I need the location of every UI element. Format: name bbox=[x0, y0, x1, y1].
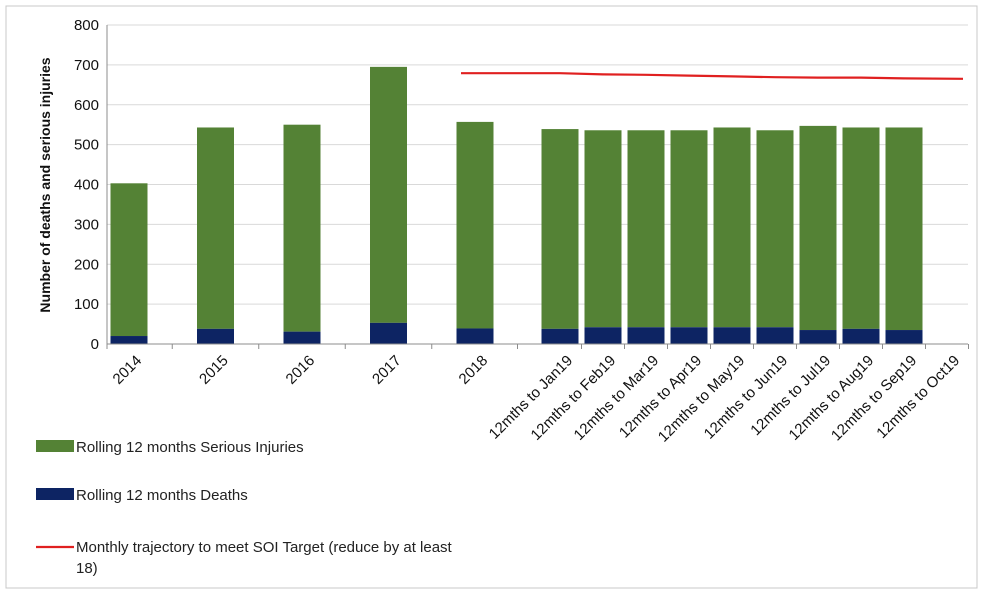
x-tick-label: 2018 bbox=[456, 352, 492, 388]
y-tick-label: 0 bbox=[91, 336, 99, 353]
bar-deaths bbox=[713, 327, 751, 344]
bar-deaths bbox=[283, 331, 321, 344]
bar-serious-injuries bbox=[197, 127, 234, 329]
y-tick-label: 700 bbox=[74, 57, 99, 74]
bar-deaths bbox=[370, 322, 407, 344]
y-tick-label: 500 bbox=[74, 137, 99, 154]
y-axis-label: Number of deaths and serious injuries bbox=[37, 57, 53, 312]
y-tick-label: 300 bbox=[74, 216, 99, 233]
x-tick-label: 2016 bbox=[283, 352, 319, 388]
y-tick-label: 400 bbox=[74, 177, 99, 194]
bar-serious-injuries bbox=[110, 183, 148, 337]
bars bbox=[110, 66, 923, 344]
bar-serious-injuries bbox=[756, 130, 794, 328]
legend-swatch bbox=[36, 440, 74, 452]
bar-serious-injuries bbox=[713, 127, 751, 328]
legend-label: Monthly trajectory to meet SOI Target (r… bbox=[76, 539, 453, 556]
bar-deaths bbox=[627, 327, 665, 344]
chart-border bbox=[5, 5, 978, 589]
trajectory-line bbox=[461, 72, 964, 80]
bar-deaths bbox=[110, 336, 148, 344]
y-tick-label: 800 bbox=[74, 17, 99, 34]
x-tick-label: 2017 bbox=[369, 352, 405, 388]
legend-label: Rolling 12 months Serious Injuries bbox=[76, 439, 304, 456]
bar-serious-injuries bbox=[456, 121, 494, 329]
bar-deaths bbox=[197, 328, 234, 344]
legend-label-continued: 18) bbox=[76, 560, 98, 577]
bar-deaths bbox=[541, 328, 579, 344]
bar-deaths bbox=[756, 327, 794, 344]
bar-serious-injuries bbox=[584, 130, 622, 328]
bar-deaths bbox=[670, 327, 708, 344]
y-tick-label: 100 bbox=[74, 296, 99, 313]
trajectory-line-path bbox=[461, 72, 964, 80]
grid bbox=[107, 24, 968, 305]
bar-serious-injuries bbox=[627, 130, 665, 328]
bar-serious-injuries bbox=[670, 130, 708, 328]
bar-deaths bbox=[584, 327, 622, 344]
bar-serious-injuries bbox=[541, 129, 579, 329]
x-tick-label: 2015 bbox=[196, 352, 232, 388]
bar-serious-injuries bbox=[799, 125, 837, 331]
bar-serious-injuries bbox=[283, 124, 321, 332]
legend-swatch bbox=[36, 488, 74, 500]
bar-deaths bbox=[842, 328, 880, 344]
bar-deaths bbox=[456, 328, 494, 344]
legend: Rolling 12 months Serious Injuries Rollin… bbox=[36, 439, 453, 577]
legend-label: Rolling 12 months Deaths bbox=[76, 487, 248, 504]
y-tick-label: 600 bbox=[74, 97, 99, 114]
bar-deaths bbox=[885, 330, 923, 344]
y-tick-label: 200 bbox=[74, 256, 99, 273]
x-tick-label: 2014 bbox=[110, 352, 146, 388]
bar-deaths bbox=[799, 330, 837, 344]
bar-serious-injuries bbox=[370, 66, 407, 323]
bar-serious-injuries bbox=[885, 127, 923, 331]
bar-serious-injuries bbox=[842, 127, 880, 329]
